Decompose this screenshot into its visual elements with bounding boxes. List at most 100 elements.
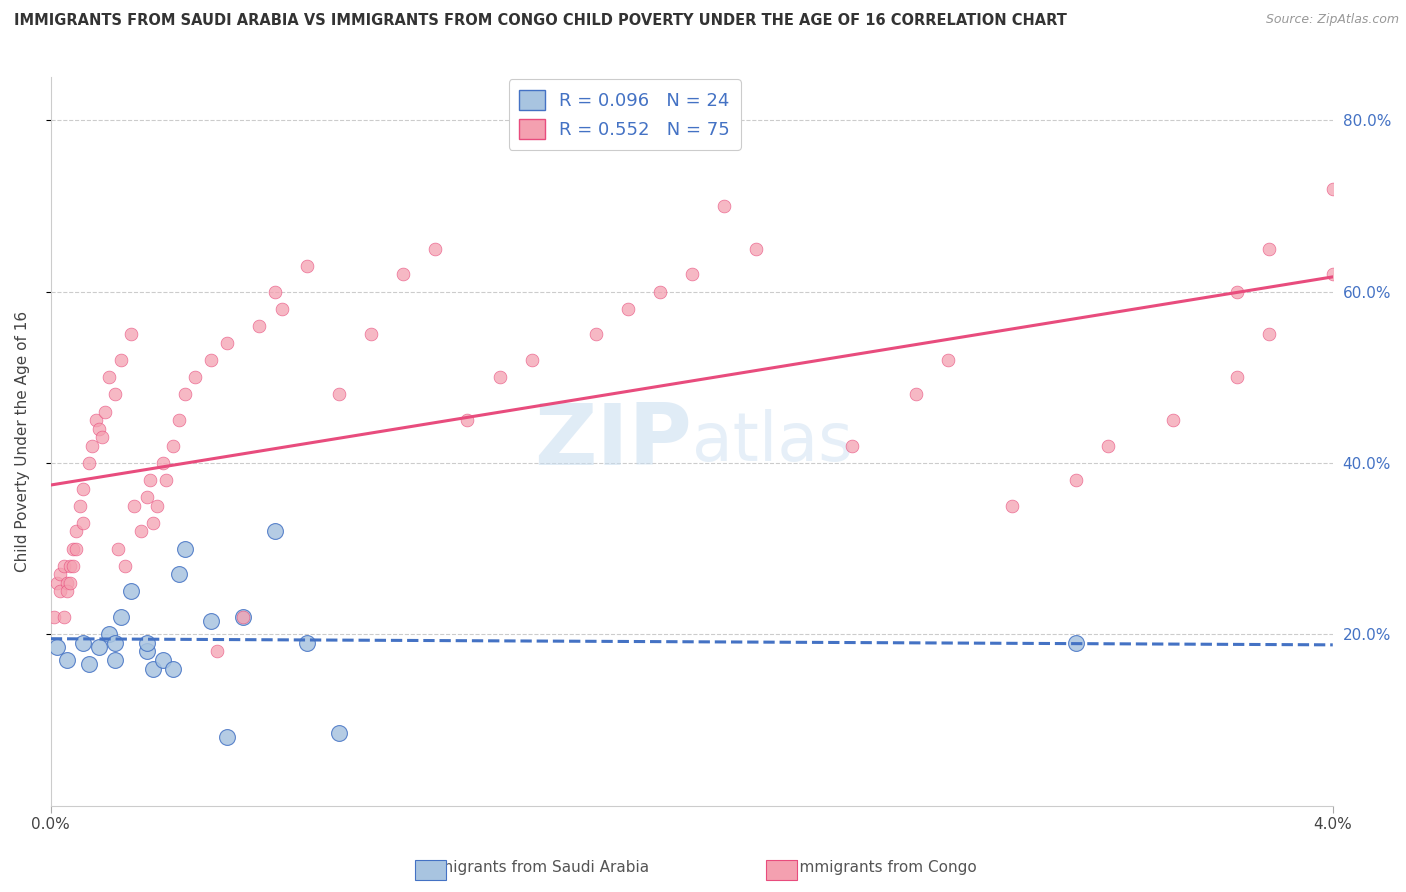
Point — [1066, 473, 1088, 487]
Point — [155, 473, 177, 487]
Point — [232, 610, 254, 624]
Point — [120, 327, 142, 342]
Point — [392, 268, 415, 282]
Point — [142, 516, 165, 530]
Point — [841, 439, 863, 453]
Point — [122, 499, 145, 513]
Point — [46, 640, 69, 654]
Point — [72, 516, 94, 530]
Point — [167, 567, 190, 582]
Point — [264, 285, 287, 299]
Point — [97, 627, 120, 641]
Point — [49, 567, 72, 582]
Point — [1322, 182, 1344, 196]
Point — [69, 499, 91, 513]
Point — [297, 636, 319, 650]
Point — [1097, 439, 1119, 453]
Legend: R = 0.096   N = 24, R = 0.552   N = 75: R = 0.096 N = 24, R = 0.552 N = 75 — [509, 79, 741, 150]
Point — [62, 558, 84, 573]
Point — [905, 387, 928, 401]
Point — [264, 524, 287, 539]
Text: ZIP: ZIP — [534, 400, 692, 483]
Point — [104, 387, 127, 401]
Point — [136, 490, 159, 504]
Point — [84, 413, 107, 427]
Point — [72, 482, 94, 496]
Text: IMMIGRANTS FROM SAUDI ARABIA VS IMMIGRANTS FROM CONGO CHILD POVERTY UNDER THE AG: IMMIGRANTS FROM SAUDI ARABIA VS IMMIGRAN… — [14, 13, 1067, 29]
Point — [110, 610, 132, 624]
Point — [713, 199, 735, 213]
Point — [217, 730, 239, 744]
Point — [1322, 268, 1344, 282]
Point — [1226, 370, 1249, 384]
Point — [142, 661, 165, 675]
Point — [52, 610, 75, 624]
Point — [152, 653, 174, 667]
Point — [184, 370, 207, 384]
Point — [152, 456, 174, 470]
Point — [104, 636, 127, 650]
Point — [648, 285, 671, 299]
Point — [745, 242, 768, 256]
Point — [56, 584, 79, 599]
Point — [82, 439, 104, 453]
Point — [232, 610, 254, 624]
Point — [616, 301, 638, 316]
Point — [200, 353, 222, 368]
Point — [72, 636, 94, 650]
Point — [297, 259, 319, 273]
Point — [129, 524, 152, 539]
Point — [1257, 242, 1279, 256]
Y-axis label: Child Poverty Under the Age of 16: Child Poverty Under the Age of 16 — [15, 311, 30, 572]
Point — [59, 575, 82, 590]
Point — [46, 575, 69, 590]
Point — [136, 636, 159, 650]
Text: Source: ZipAtlas.com: Source: ZipAtlas.com — [1265, 13, 1399, 27]
Point — [200, 615, 222, 629]
Point — [174, 541, 197, 556]
Point — [585, 327, 607, 342]
Text: Immigrants from Congo: Immigrants from Congo — [794, 861, 977, 875]
Point — [145, 499, 167, 513]
Point — [136, 644, 159, 658]
Point — [425, 242, 447, 256]
Point — [167, 413, 190, 427]
Point — [270, 301, 292, 316]
Point — [1226, 285, 1249, 299]
Point — [49, 584, 72, 599]
Point — [56, 653, 79, 667]
Point — [94, 404, 117, 418]
Point — [1161, 413, 1184, 427]
Point — [91, 430, 114, 444]
Point — [360, 327, 382, 342]
Point — [488, 370, 510, 384]
Point — [456, 413, 478, 427]
Point — [114, 558, 136, 573]
Point — [65, 541, 87, 556]
Point — [162, 661, 184, 675]
Point — [681, 268, 703, 282]
Point — [104, 653, 127, 667]
Text: Immigrants from Saudi Arabia: Immigrants from Saudi Arabia — [419, 861, 650, 875]
Point — [62, 541, 84, 556]
Point — [1001, 499, 1024, 513]
Point — [936, 353, 959, 368]
Point — [162, 439, 184, 453]
Point — [52, 558, 75, 573]
Point — [1257, 327, 1279, 342]
Point — [217, 336, 239, 351]
Point — [247, 318, 270, 333]
Point — [120, 584, 142, 599]
Point — [328, 387, 350, 401]
Point — [79, 657, 101, 672]
Point — [174, 387, 197, 401]
Point — [56, 575, 79, 590]
Point — [139, 473, 162, 487]
Point — [87, 640, 110, 654]
Text: atlas: atlas — [692, 409, 852, 475]
Point — [328, 726, 350, 740]
Point — [107, 541, 129, 556]
Point — [65, 524, 87, 539]
Point — [110, 353, 132, 368]
Point — [207, 644, 229, 658]
